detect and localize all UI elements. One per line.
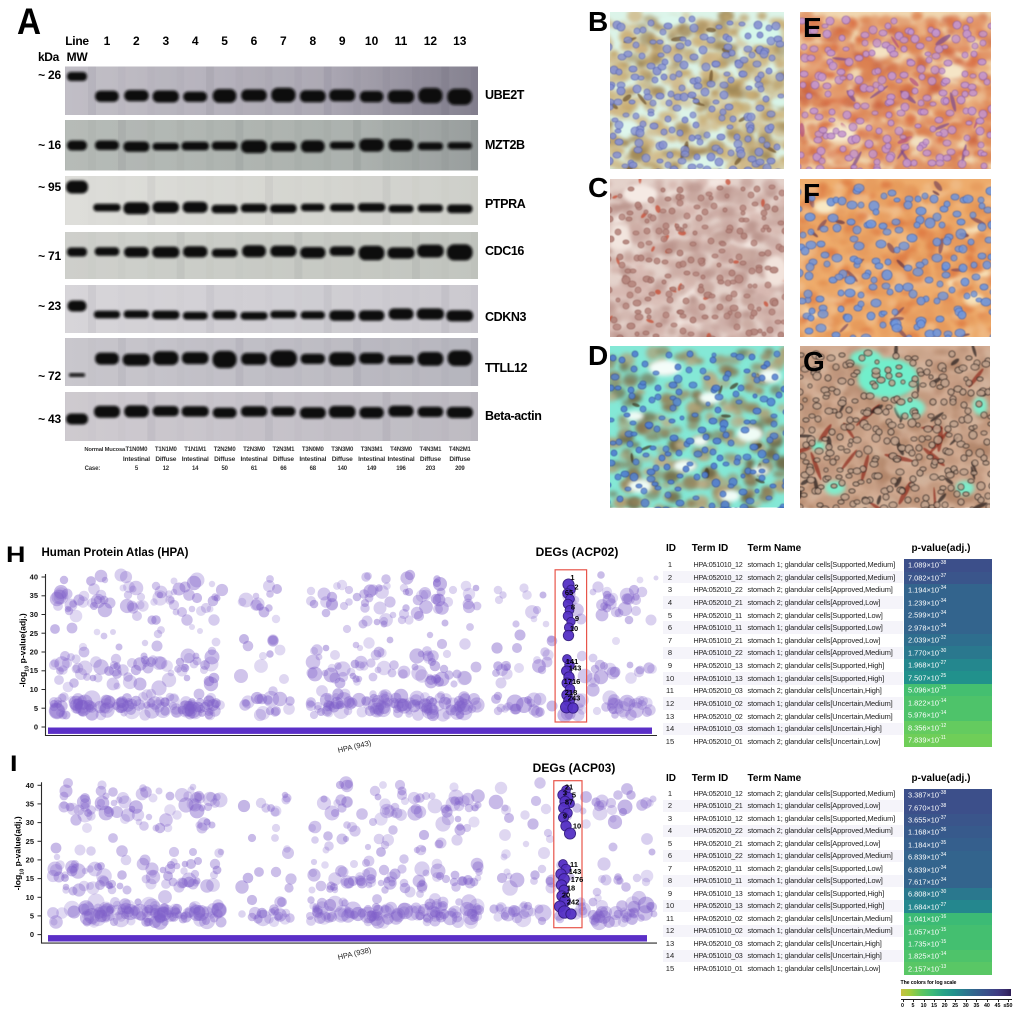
svg-text:243: 243 [568,694,581,703]
svg-text:10: 10 [30,685,38,694]
svg-text:30: 30 [30,610,38,619]
svg-text:1: 1 [570,573,574,582]
svg-text:35: 35 [30,591,38,600]
svg-text:1716: 1716 [564,677,581,686]
svg-text:141: 141 [566,657,579,666]
svg-text:218: 218 [565,688,578,697]
svg-text:9: 9 [575,614,579,623]
svg-text:65: 65 [565,588,573,597]
svg-text:5: 5 [34,704,38,713]
svg-text:2: 2 [574,583,578,592]
svg-text:HPA (943): HPA (943) [337,738,373,755]
svg-text:20: 20 [30,648,38,657]
svg-text:40: 40 [30,573,38,582]
svg-text:8: 8 [571,603,575,612]
svg-text:25: 25 [30,629,38,638]
svg-text:10: 10 [570,624,578,633]
svg-text:0: 0 [34,723,38,732]
svg-text:15: 15 [30,666,38,675]
svg-text:143: 143 [569,664,582,673]
